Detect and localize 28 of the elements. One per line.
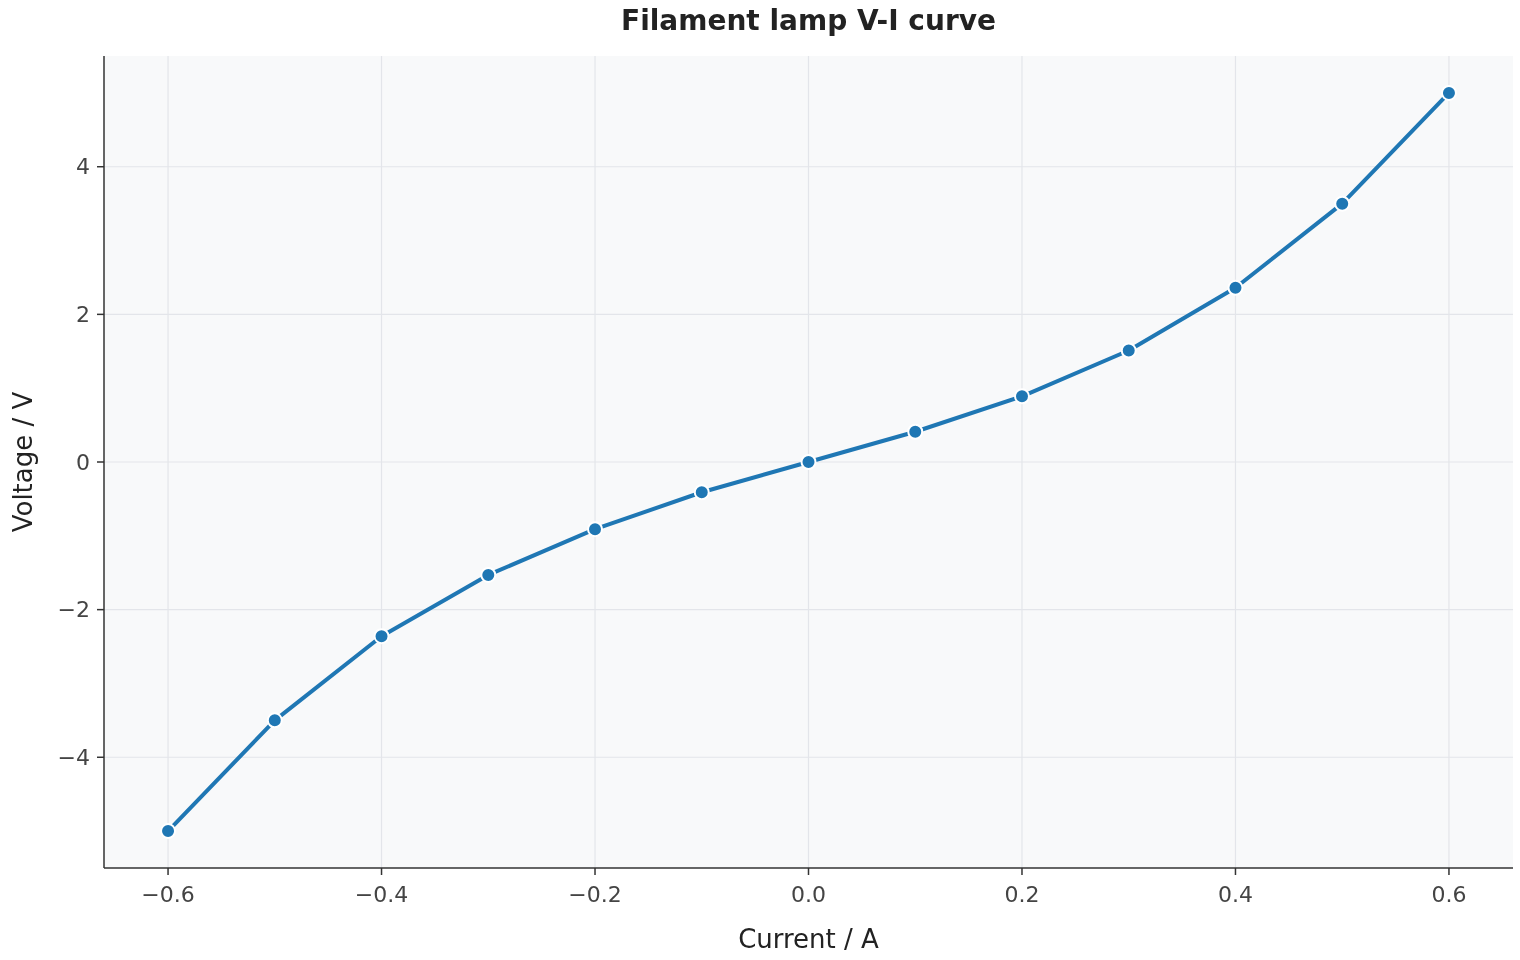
y-tick-label: −4	[57, 744, 90, 770]
x-tick-label: 0.6	[1431, 882, 1467, 907]
y-tick-label: 0	[76, 449, 90, 475]
point	[266, 712, 283, 729]
point	[160, 823, 177, 840]
y-tick-label: 4	[76, 154, 90, 180]
chart-title: Filament lamp V-I curve	[621, 4, 996, 37]
y-axis-title: Voltage / V	[8, 391, 38, 533]
point	[1440, 84, 1457, 101]
point	[480, 566, 497, 583]
x-tick-label: −0.6	[141, 882, 195, 907]
x-tick-label: 0.4	[1217, 882, 1253, 907]
x-tick-label: −0.2	[568, 882, 622, 907]
point	[373, 628, 390, 645]
x-axis-title: Current / A	[738, 924, 880, 954]
y-tick-label: 2	[76, 302, 90, 328]
point	[1120, 342, 1137, 359]
point	[800, 454, 817, 470]
point	[587, 521, 604, 538]
x-tick-label: 0.0	[791, 882, 826, 907]
point	[907, 423, 924, 440]
x-tick-label: −0.4	[354, 882, 409, 907]
y-tick-label: −2	[57, 597, 90, 623]
point	[1227, 279, 1244, 296]
x-tick-label: 0.2	[1004, 882, 1040, 907]
point	[1334, 195, 1351, 212]
point	[693, 484, 710, 501]
point	[1013, 388, 1030, 405]
